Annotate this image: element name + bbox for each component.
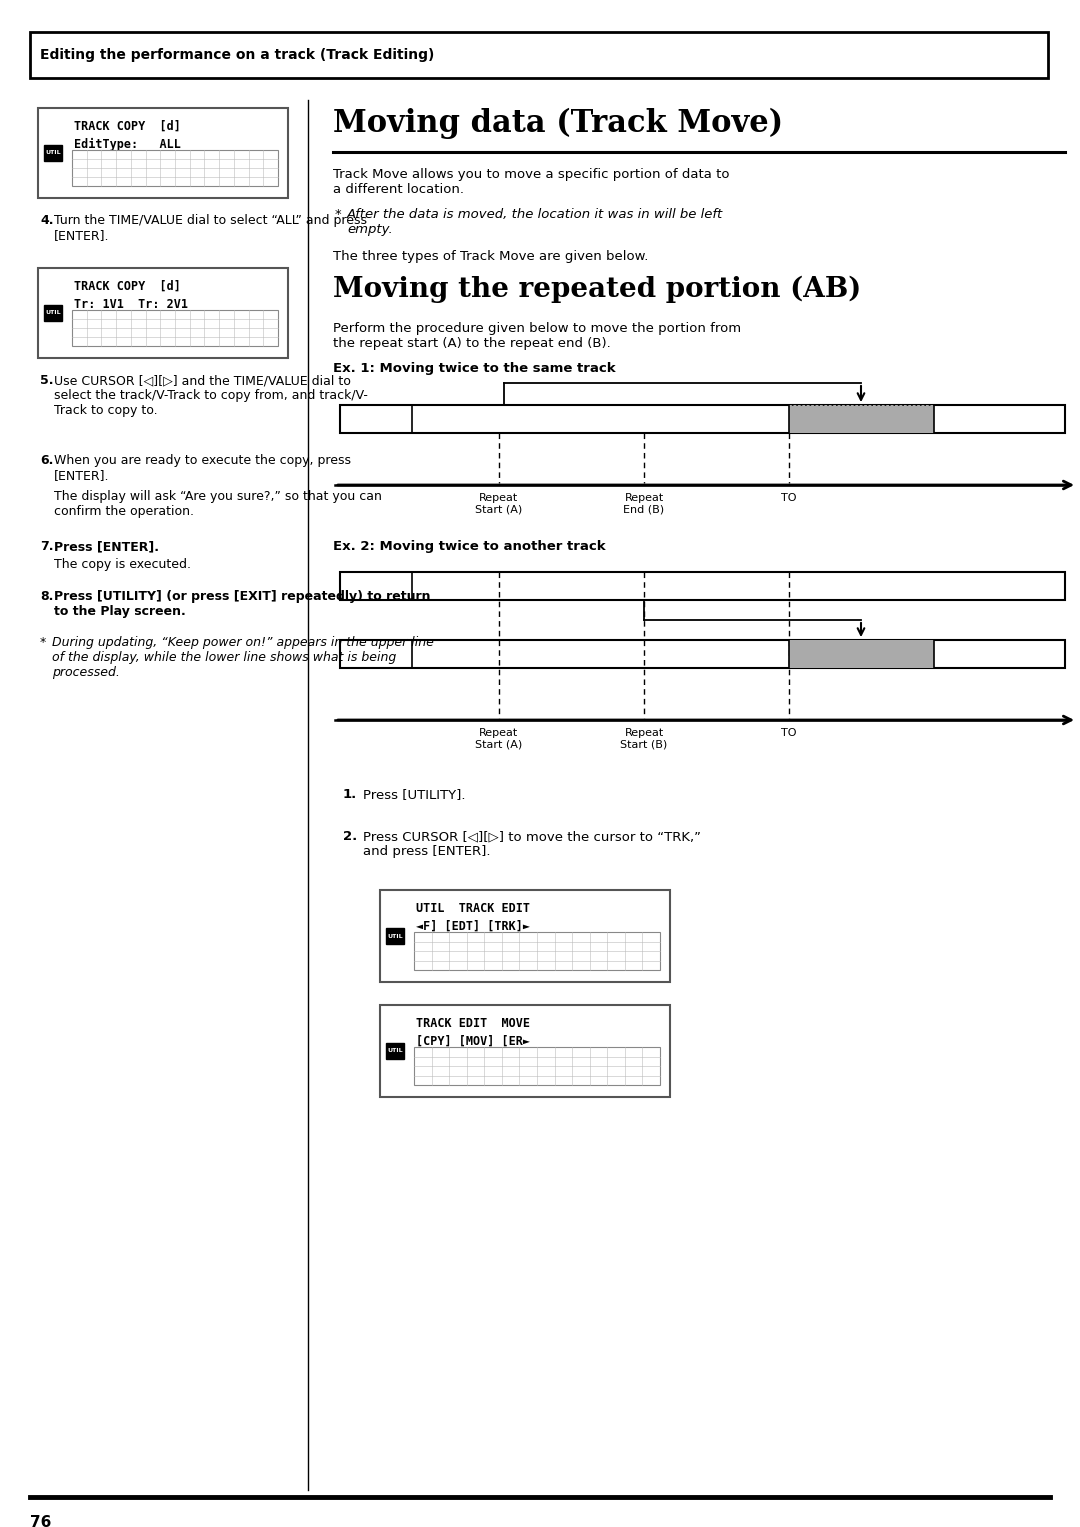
Bar [44, 145, 62, 160]
Bar [38, 108, 288, 199]
Text: Press CURSOR [◁][▷] to move the cursor to “TRK,”
and press [ENTER].: Press CURSOR [◁][▷] to move the cursor t… [363, 831, 701, 858]
Text: 76: 76 [30, 1515, 52, 1527]
Text: Repeat
Start (B): Repeat Start (B) [620, 728, 667, 750]
Bar [414, 1048, 660, 1086]
Text: Editing the performance on a track (Track Editing): Editing the performance on a track (Trac… [40, 47, 434, 63]
Text: 5.: 5. [40, 374, 54, 386]
Text: [CPY] [MOV] [ER►: [CPY] [MOV] [ER► [416, 1035, 530, 1048]
Text: Perform the procedure given below to move the portion from
the repeat start (A) : Perform the procedure given below to mov… [333, 322, 741, 350]
Bar [72, 150, 278, 186]
Text: The copy is executed.: The copy is executed. [54, 557, 191, 571]
Text: The display will ask “Are you sure?,” so that you can
confirm the operation.: The display will ask “Are you sure?,” so… [54, 490, 382, 518]
Bar [380, 1005, 670, 1096]
Text: The three types of Track Move are given below.: The three types of Track Move are given … [333, 250, 648, 263]
Text: Tr: 1V1  Tr: 2V1: Tr: 1V1 Tr: 2V1 [75, 298, 188, 312]
Text: After the data is moved, the location it was in will be left
empty.: After the data is moved, the location it… [347, 208, 724, 237]
Text: When you are ready to execute the copy, press
[ENTER].: When you are ready to execute the copy, … [54, 454, 351, 483]
Bar [386, 1043, 404, 1060]
Text: UTIL  TRACK EDIT: UTIL TRACK EDIT [416, 902, 530, 915]
Text: Use CURSOR [◁][▷] and the TIME/VALUE dial to
select the track/V-Track to copy fr: Use CURSOR [◁][▷] and the TIME/VALUE dia… [54, 374, 368, 417]
Text: 2.: 2. [343, 831, 357, 843]
Text: 1.: 1. [343, 788, 357, 802]
Bar [340, 640, 1065, 667]
Text: 8.: 8. [40, 589, 53, 603]
Text: Ex. 1: Moving twice to the same track: Ex. 1: Moving twice to the same track [333, 362, 616, 376]
Text: Track Move allows you to move a specific portion of data to
a different location: Track Move allows you to move a specific… [333, 168, 729, 195]
Text: EditType:   ALL: EditType: ALL [75, 137, 180, 151]
Text: ◄F] [EDT] [TRK]►: ◄F] [EDT] [TRK]► [416, 919, 530, 933]
Text: Repeat
End (B): Repeat End (B) [623, 493, 664, 515]
Text: TO: TO [781, 493, 797, 502]
Text: *: * [335, 208, 341, 221]
Bar [72, 310, 278, 347]
Text: 6.: 6. [40, 454, 53, 467]
Text: TRACK COPY  [d]: TRACK COPY [d] [75, 279, 180, 293]
Text: TRACK EDIT  MOVE: TRACK EDIT MOVE [416, 1017, 530, 1031]
Text: UTIL: UTIL [388, 933, 403, 939]
Text: Turn the TIME/VALUE dial to select “ALL” and press
[ENTER].: Turn the TIME/VALUE dial to select “ALL”… [54, 214, 367, 241]
Bar [30, 32, 1048, 78]
Bar [44, 305, 62, 321]
Bar [789, 405, 934, 434]
Text: Press [UTILITY].: Press [UTILITY]. [363, 788, 465, 802]
Bar [38, 269, 288, 357]
Bar [414, 931, 660, 970]
Text: Moving data (Track Move): Moving data (Track Move) [333, 108, 783, 139]
Text: TRACK COPY  [d]: TRACK COPY [d] [75, 121, 180, 133]
Text: 7.: 7. [40, 541, 54, 553]
Text: During updating, “Keep power on!” appears in the upper line
of the display, whil: During updating, “Keep power on!” appear… [52, 637, 434, 680]
Bar [386, 928, 404, 944]
Bar [340, 405, 1065, 434]
Bar [380, 890, 670, 982]
Bar [340, 573, 1065, 600]
Text: Press [UTILITY] (or press [EXIT] repeatedly) to return
to the Play screen.: Press [UTILITY] (or press [EXIT] repeate… [54, 589, 431, 618]
Text: Moving the repeated portion (AB): Moving the repeated portion (AB) [333, 276, 861, 304]
Text: UTIL: UTIL [388, 1049, 403, 1054]
Text: TO: TO [781, 728, 797, 738]
Text: UTIL: UTIL [45, 310, 60, 316]
Text: *: * [40, 637, 46, 649]
Text: Repeat
Start (A): Repeat Start (A) [475, 728, 523, 750]
Text: Ex. 2: Moving twice to another track: Ex. 2: Moving twice to another track [333, 541, 606, 553]
Text: Repeat
Start (A): Repeat Start (A) [475, 493, 523, 515]
Text: Press [ENTER].: Press [ENTER]. [54, 541, 159, 553]
Text: 4.: 4. [40, 214, 54, 228]
Bar [789, 640, 934, 667]
Text: UTIL: UTIL [45, 151, 60, 156]
